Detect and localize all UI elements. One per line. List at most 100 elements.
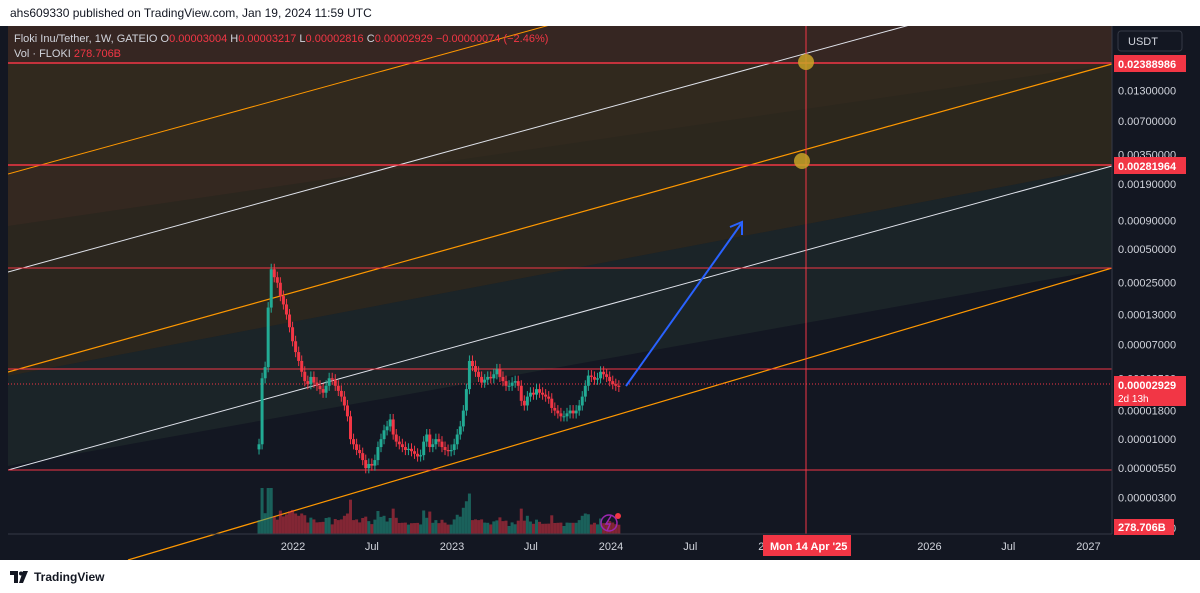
intersection-marker-mid[interactable] bbox=[794, 153, 810, 169]
candle-body bbox=[342, 396, 346, 406]
volume-bar bbox=[355, 519, 359, 534]
candle-body bbox=[440, 441, 444, 448]
candle-body bbox=[486, 376, 490, 380]
volume-bar bbox=[583, 513, 587, 534]
candle-body bbox=[565, 413, 569, 417]
candle-body bbox=[583, 385, 587, 397]
candle-body bbox=[492, 374, 496, 379]
volume-bar bbox=[275, 519, 279, 534]
candle-body bbox=[336, 385, 340, 391]
publish-header: ahs609330 published on TradingView.com, … bbox=[0, 0, 1200, 26]
volume-bar bbox=[288, 511, 292, 534]
intersection-marker-high[interactable] bbox=[798, 54, 814, 70]
volume-bar bbox=[608, 521, 612, 534]
candle-body bbox=[306, 381, 310, 385]
volume-bar bbox=[419, 524, 423, 534]
candle-body bbox=[474, 366, 478, 372]
chart-svg[interactable]: 0.013000000.007000000.003500000.00190000… bbox=[7, 19, 1192, 561]
svg-text:Mon 14 Apr '25: Mon 14 Apr '25 bbox=[770, 541, 847, 553]
volume-bar bbox=[544, 523, 548, 534]
currency-button[interactable]: USDT bbox=[1117, 30, 1183, 52]
y-tick-label: 0.00000550 bbox=[1118, 463, 1176, 475]
candle-body bbox=[382, 430, 386, 440]
candle-body bbox=[272, 269, 276, 278]
volume-bar bbox=[397, 522, 401, 534]
volume-bar bbox=[284, 514, 288, 534]
tradingview-brand: TradingView bbox=[34, 570, 105, 584]
volume-bar bbox=[458, 516, 462, 534]
lightning-icon[interactable] bbox=[600, 513, 621, 532]
candle-body bbox=[419, 455, 423, 457]
white-channel-mid bbox=[7, 165, 1113, 471]
volume-bar bbox=[522, 520, 526, 534]
candle-body bbox=[385, 426, 389, 431]
candle-body bbox=[361, 453, 365, 461]
chart-frame[interactable]: 0.01300000 0.00700000 0.00350000 0.00190000… bbox=[7, 19, 1192, 561]
candle-body bbox=[318, 385, 322, 390]
svg-text:278.706B: 278.706B bbox=[1118, 522, 1166, 534]
volume-bar bbox=[391, 508, 395, 534]
candle-body bbox=[483, 379, 487, 383]
y-tick-labels: 0.013000000.007000000.003500000.00190000… bbox=[1118, 86, 1176, 535]
candle-body bbox=[434, 439, 438, 445]
volume-bar bbox=[504, 520, 508, 534]
volume-bar bbox=[361, 517, 365, 534]
channel-background bbox=[8, 26, 1112, 466]
candle-body bbox=[303, 371, 307, 382]
volume-bar bbox=[519, 508, 523, 534]
candle-body bbox=[470, 360, 474, 367]
candle-body bbox=[464, 389, 468, 411]
volume-bar bbox=[385, 521, 389, 534]
candle-body bbox=[269, 269, 273, 308]
currency-label: USDT bbox=[1128, 36, 1158, 48]
volume-bar bbox=[269, 488, 273, 534]
y-tick-label: 0.00007000 bbox=[1118, 340, 1176, 352]
volume-bar bbox=[568, 522, 572, 534]
volume-bar bbox=[422, 510, 426, 534]
volume-bar bbox=[474, 519, 478, 534]
candle-body bbox=[525, 396, 529, 406]
volume-bar bbox=[367, 521, 371, 534]
candle-body bbox=[586, 375, 590, 386]
volume-bar bbox=[306, 522, 310, 534]
volume-bar bbox=[592, 522, 596, 534]
volume-bar bbox=[455, 514, 459, 534]
volume-bar bbox=[580, 515, 584, 534]
candle-body bbox=[611, 381, 615, 385]
channel-fill-upper bbox=[8, 26, 1112, 226]
channel-fill-lower bbox=[8, 166, 1112, 466]
volume-bar bbox=[495, 520, 499, 534]
candle-body bbox=[416, 453, 420, 457]
volume-bar bbox=[470, 520, 474, 534]
candle-body bbox=[321, 389, 325, 393]
candle-body bbox=[452, 444, 456, 450]
y-tick-label: 0.00090000 bbox=[1118, 215, 1176, 227]
volume-bar bbox=[260, 488, 264, 534]
volume-bar bbox=[339, 519, 343, 534]
volume-bar bbox=[345, 513, 349, 534]
price-axis[interactable]: 0.013000000.007000000.003500000.00190000… bbox=[1111, 26, 1192, 560]
price-tag-mid: 0.00281964 bbox=[1114, 157, 1186, 174]
volume-bar bbox=[413, 523, 417, 534]
candle-body bbox=[364, 460, 368, 469]
candle-body bbox=[589, 375, 593, 377]
candle-body bbox=[504, 381, 508, 386]
candle-body bbox=[602, 371, 606, 375]
candle-body bbox=[461, 410, 465, 427]
candle-body bbox=[519, 385, 523, 401]
x-tick-label: 2023 bbox=[440, 541, 464, 553]
y-tick-label: 0.00025000 bbox=[1118, 278, 1176, 290]
x-tick-label: 2024 bbox=[599, 541, 623, 553]
volume-bar bbox=[489, 524, 493, 534]
candle-body bbox=[559, 413, 563, 417]
orange-channel-mid bbox=[7, 63, 1113, 373]
volume-bar bbox=[364, 516, 368, 534]
volume-bar bbox=[501, 521, 505, 534]
candle-body bbox=[376, 447, 380, 461]
horizontal-levels bbox=[8, 62, 1112, 471]
candle-body bbox=[288, 314, 292, 328]
volume-bar bbox=[535, 519, 539, 534]
time-axis[interactable]: 2022Jul2023Jul2024Jul20252026Jul2027 bbox=[8, 533, 1112, 553]
tradingview-logo[interactable]: TradingView bbox=[10, 569, 104, 585]
candle-body bbox=[330, 378, 334, 380]
